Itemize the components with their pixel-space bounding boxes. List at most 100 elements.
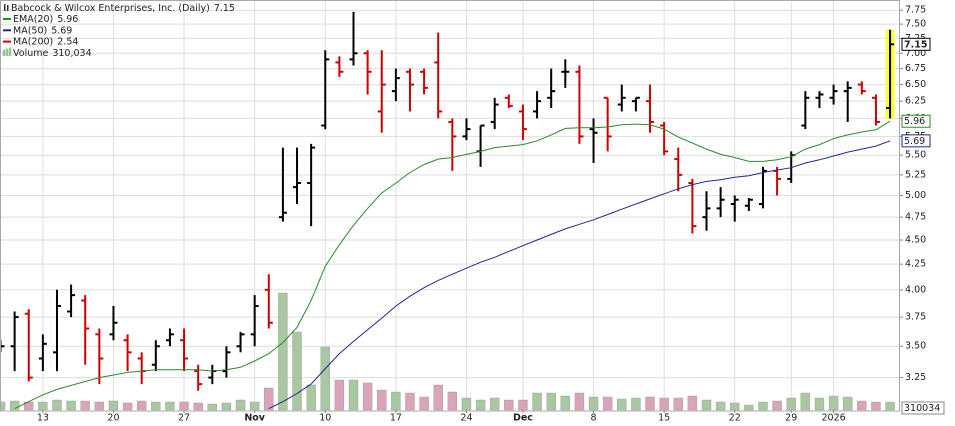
legend-swatch (5, 48, 9, 57)
x-tick-label: 29 (785, 413, 797, 424)
volume-bar (744, 404, 754, 411)
legend: Babcock & Wilcox Enterprises, Inc. (Dail… (2, 3, 235, 58)
volume-bar (108, 400, 119, 411)
volume-bar (94, 401, 105, 411)
volume-bar (546, 392, 556, 411)
volume-bar (80, 400, 90, 411)
legend-value: 310,034 (52, 47, 91, 58)
volume-bar (9, 400, 20, 411)
volume-bar (504, 399, 514, 411)
x-tick-label: 8 (591, 413, 597, 424)
y-tick-label: 7.50 (905, 19, 926, 30)
y-tick-label: 6.75 (905, 63, 926, 74)
value-box: 5.69 (901, 134, 931, 148)
volume-bar (377, 389, 387, 411)
legend-name: Volume (13, 47, 48, 58)
x-tick-label: Dec (513, 413, 533, 424)
volume-bar (857, 400, 867, 411)
x-tick-label: 22 (729, 413, 741, 424)
x-tick-label: 17 (390, 413, 402, 424)
chart-title-name: Babcock & Wilcox Enterprises, Inc. (Dail… (11, 3, 210, 14)
value-box-label: 5.96 (904, 116, 925, 127)
x-tick-label: 2026 (821, 413, 845, 424)
legend-entry: MA(200) 2.54 (13, 36, 78, 47)
legend-value: 2.54 (57, 36, 78, 47)
legend-swatch (8, 47, 12, 57)
value-box-label: 310034 (904, 403, 940, 414)
chart-title-price: 7.15 (214, 3, 235, 14)
volume-bar (602, 396, 613, 411)
y-tick-label: 7.75 (905, 5, 926, 16)
volume-bar (292, 331, 302, 411)
y-tick-label: 3.50 (905, 341, 926, 352)
legend-icon (4, 4, 6, 11)
indicator-line (268, 140, 891, 410)
volume-bar (405, 392, 415, 411)
volume-bar (235, 399, 246, 411)
legend-name: MA(50) (13, 25, 47, 36)
legend-name: EMA(20) (13, 14, 53, 25)
y-tick-label: 4.00 (905, 284, 926, 295)
value-box-label: 5.69 (904, 136, 925, 147)
volume-bar (193, 402, 203, 411)
legend-entry: Volume 310,034 (13, 47, 92, 58)
y-tick-label: 4.25 (905, 259, 926, 270)
volume-bar (730, 402, 740, 411)
volume-bar (221, 402, 232, 411)
volume-bar (362, 382, 373, 411)
volume-bar (433, 384, 443, 411)
legend-swatch (2, 49, 6, 57)
volume-bar (772, 400, 782, 411)
volume-bar (179, 401, 189, 411)
volume-bar (843, 396, 853, 411)
volume-bar (871, 401, 881, 411)
x-tick-label: 13 (37, 413, 49, 424)
volume-bar (659, 397, 669, 411)
volume-bar (687, 395, 698, 411)
value-box: 310034 (901, 401, 945, 415)
legend-entry: MA(50) 5.69 (13, 25, 72, 36)
volume-bar (715, 401, 726, 411)
volume-bar (631, 397, 641, 411)
volume-bar (617, 398, 627, 411)
price-layer (0, 11, 895, 391)
volume-bar (391, 391, 401, 411)
volume-bar (334, 379, 345, 411)
volume-bar (475, 399, 486, 411)
legend-value: 5.69 (51, 25, 72, 36)
value-box: 7.15 (901, 37, 931, 51)
volume-bar (518, 399, 528, 411)
value-box-frame (901, 401, 945, 415)
volume-bar (673, 397, 683, 411)
y-tick-label: 7.00 (905, 48, 926, 59)
x-tick-label: 20 (107, 413, 119, 424)
y-tick-label: 3.25 (905, 372, 926, 383)
volume-bar (800, 392, 811, 411)
volume-bar (52, 399, 62, 411)
volume-bar (165, 401, 175, 411)
value-box-frame (901, 37, 931, 51)
volume-bar (490, 397, 500, 411)
legend-name: MA(200) (13, 36, 53, 47)
volume-bar (758, 401, 768, 411)
y-tick-label: 4.75 (905, 212, 926, 223)
x-tick-label: 27 (178, 413, 190, 424)
chart-title: Babcock & Wilcox Enterprises, Inc. (Dail… (11, 3, 235, 14)
legend-value: 5.96 (57, 14, 78, 25)
volume-bar (207, 403, 218, 411)
volume-bar (645, 396, 655, 411)
volume-bar (588, 396, 599, 411)
volume-bar (136, 400, 147, 411)
volume-bar (320, 346, 330, 411)
y-tick-label: 6.50 (905, 79, 926, 90)
legend-icon (7, 5, 9, 11)
value-box-frame (901, 134, 931, 148)
y-tick-label: 6.25 (905, 96, 926, 107)
volume-bar (447, 391, 458, 411)
volume-bar (885, 401, 895, 411)
value-box-label: 7.15 (904, 39, 927, 50)
value-box: 5.96 (901, 114, 931, 128)
volume-bar (66, 400, 76, 411)
y-tick-label: 5.00 (905, 190, 926, 201)
